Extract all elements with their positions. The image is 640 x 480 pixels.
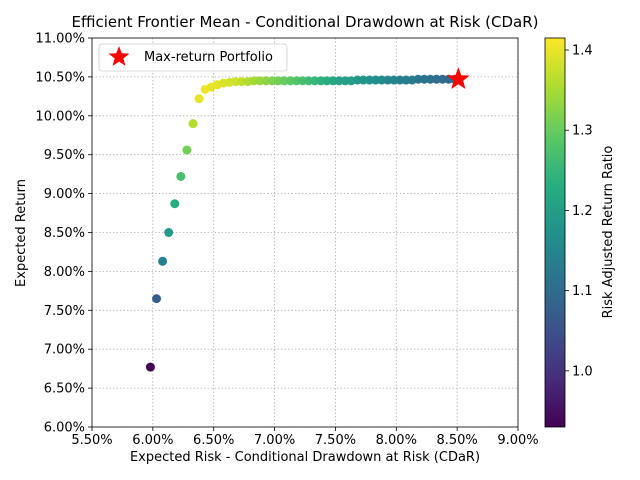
frontier-point — [188, 119, 198, 129]
x-axis-ticks: 5.50% 6.00% 6.50% 7.00% 7.50% 8.00% 8.50% 9.00% — [71, 427, 539, 448]
y-tick-label: 8.00% — [44, 265, 85, 280]
frontier-point — [145, 362, 155, 372]
frontier-point — [152, 294, 162, 304]
y-tick-label: 6.50% — [44, 382, 85, 397]
y-axis-label: Expected Return — [14, 179, 29, 287]
y-tick-label: 8.50% — [44, 226, 85, 241]
max-return-marker-group — [446, 67, 470, 89]
frontier-point — [158, 256, 168, 266]
y-tick-label: 9.50% — [44, 148, 85, 163]
chart-title: Efficient Frontier Mean - Conditional Dr… — [71, 13, 538, 31]
y-axis-ticks: 6.00% 6.50% 7.00% 7.50% 8.00% 8.50% 9.00% 9.50%… — [35, 32, 92, 436]
legend: Max-return Portfolio — [98, 43, 288, 72]
max-return-star-icon — [446, 67, 470, 89]
x-tick-label: 6.00% — [132, 433, 173, 448]
y-tick-label: 10.50% — [35, 70, 85, 85]
y-tick-label: 7.50% — [44, 304, 85, 319]
colorbar-tick-label: 1.2 — [572, 204, 593, 219]
colorbar-tick-label: 1.4 — [572, 44, 593, 59]
legend-star-icon — [108, 46, 130, 66]
colorbar-tick-label: 1.1 — [572, 284, 593, 299]
frontier-point — [182, 145, 192, 155]
frontier-point — [170, 199, 180, 209]
x-tick-label: 7.50% — [315, 433, 356, 448]
scatter-points — [145, 74, 460, 372]
x-tick-label: 6.50% — [193, 433, 234, 448]
colorbar-ticks: 1.0 1.1 1.2 1.3 1.4 — [565, 44, 593, 379]
x-tick-label: 5.50% — [71, 433, 112, 448]
colorbar-tick-label: 1.3 — [572, 124, 593, 139]
legend-entry-max-return: Max-return Portfolio — [144, 50, 273, 65]
colorbar-tick-label: 1.0 — [572, 364, 593, 379]
colorbar — [544, 37, 566, 428]
x-axis-label: Expected Risk - Conditional Drawdown at … — [130, 450, 480, 465]
y-tick-label: 7.00% — [44, 343, 85, 358]
x-tick-label: 8.00% — [376, 433, 417, 448]
legend-box — [98, 43, 288, 72]
frontier-point — [164, 228, 174, 237]
y-tick-label: 9.00% — [44, 187, 85, 202]
y-tick-label: 6.00% — [44, 421, 85, 436]
x-tick-label: 7.00% — [254, 433, 295, 448]
y-tick-label: 11.00% — [35, 32, 85, 47]
x-tick-label: 9.00% — [497, 433, 538, 448]
frontier-point — [194, 94, 204, 104]
frontier-point — [176, 171, 186, 181]
colorbar-label: Risk Adjusted Return Ratio — [601, 146, 616, 319]
grid — [91, 37, 519, 428]
y-tick-label: 10.00% — [35, 109, 85, 124]
x-tick-label: 8.50% — [436, 433, 477, 448]
